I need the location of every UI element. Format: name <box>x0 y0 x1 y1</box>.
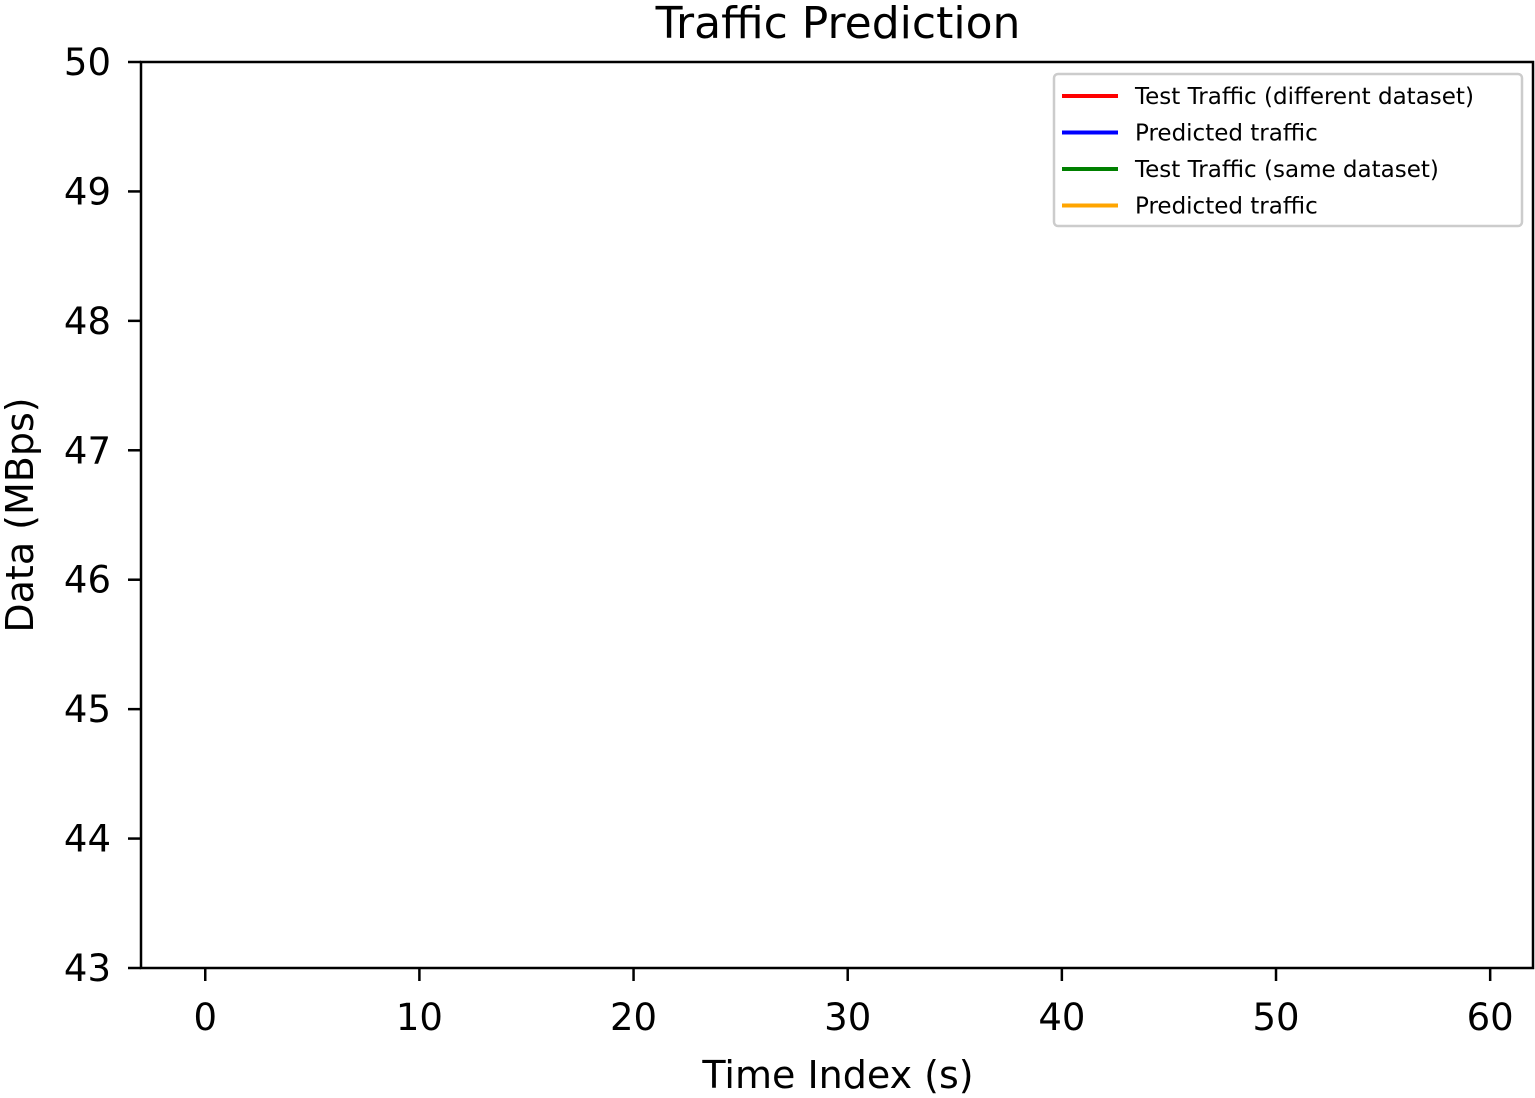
y-tick-label: 43 <box>64 947 111 990</box>
legend-label: Test Traffic (different dataset) <box>1134 84 1474 110</box>
legend-label: Predicted traffic <box>1135 194 1318 220</box>
x-tick-label: 60 <box>1467 996 1514 1039</box>
y-axis-title: Data (MBps) <box>0 397 42 632</box>
y-tick-label: 49 <box>64 170 111 213</box>
x-axis-ticks: 0 10 20 30 40 50 60 <box>193 968 1514 1039</box>
y-tick-label: 48 <box>64 300 111 343</box>
legend: Test Traffic (different dataset) Predicte… <box>1052 72 1524 228</box>
legend-label: Test Traffic (same dataset) <box>1134 157 1439 183</box>
y-tick-label: 45 <box>64 688 111 731</box>
chart-title: Traffic Prediction <box>655 0 1021 49</box>
legend-box <box>1052 72 1524 228</box>
x-axis-title: Time Index (s) <box>701 1053 973 1097</box>
x-tick-label: 10 <box>396 996 443 1039</box>
x-tick-label: 50 <box>1252 996 1299 1039</box>
x-tick-label: 0 <box>193 996 217 1039</box>
legend-label: Predicted traffic <box>1135 121 1318 147</box>
y-tick-label: 50 <box>64 41 111 84</box>
x-tick-label: 30 <box>824 996 871 1039</box>
y-axis-ticks: 43 44 45 46 47 48 49 50 <box>64 41 141 990</box>
y-tick-label: 47 <box>64 429 111 472</box>
plot-frame <box>139 60 1535 970</box>
x-tick-label: 20 <box>610 996 657 1039</box>
y-tick-label: 46 <box>64 559 111 602</box>
y-tick-label: 44 <box>64 818 111 861</box>
x-tick-label: 40 <box>1038 996 1085 1039</box>
plot-area <box>139 60 1535 970</box>
